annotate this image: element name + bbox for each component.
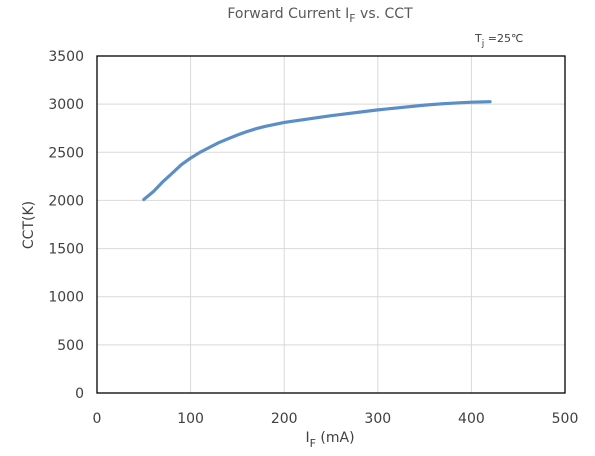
y-tick-label: 3000: [48, 97, 84, 113]
chart-title: Forward Current IF vs. CCT: [227, 6, 413, 25]
temperature-annotation: Tj =25℃: [474, 32, 523, 49]
y-tick-label: 500: [57, 338, 84, 354]
x-tick-label: 0: [93, 411, 102, 427]
series-group: [142, 100, 492, 202]
x-tick-label: 400: [458, 411, 485, 427]
y-tick-label: 3500: [48, 49, 84, 65]
y-axis-label: CCT(K): [21, 201, 37, 249]
plot-border: [96, 55, 566, 394]
y-tick-label: 0: [75, 386, 84, 402]
y-tick-label: 1000: [48, 290, 84, 306]
x-tick-labels: 0 100 200 300 400 500: [93, 411, 579, 427]
x-tick-label: 100: [177, 411, 204, 427]
x-tick-label: 500: [552, 411, 579, 427]
plot-frame: [96, 55, 566, 394]
y-tick-label: 2000: [48, 193, 84, 209]
series-line: [142, 100, 492, 202]
y-tick-labels: 0 500 1000 1500 2000 2500 3000 3500: [48, 49, 84, 402]
y-tick-label: 2500: [48, 145, 84, 161]
x-tick-label: 200: [271, 411, 298, 427]
x-axis-label: IF (mA): [305, 430, 354, 450]
x-tick-label: 300: [364, 411, 391, 427]
y-tick-label: 1500: [48, 242, 84, 258]
gridlines: [96, 55, 566, 394]
